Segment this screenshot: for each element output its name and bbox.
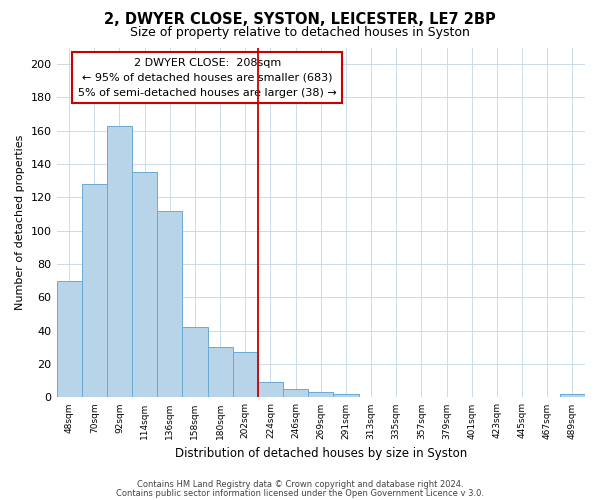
X-axis label: Distribution of detached houses by size in Syston: Distribution of detached houses by size … (175, 447, 467, 460)
Bar (56, 281, 82, 398)
Text: Size of property relative to detached houses in Syston: Size of property relative to detached ho… (130, 26, 470, 39)
Bar (233, 352, 258, 398)
Bar (82, 184, 107, 398)
Bar (132, 172, 157, 398)
Bar (208, 348, 233, 398)
Bar (258, 382, 283, 398)
Bar (157, 211, 182, 398)
Bar (308, 392, 334, 398)
Text: 2, DWYER CLOSE, SYSTON, LEICESTER, LE7 2BP: 2, DWYER CLOSE, SYSTON, LEICESTER, LE7 2… (104, 12, 496, 28)
Text: Contains HM Land Registry data © Crown copyright and database right 2024.: Contains HM Land Registry data © Crown c… (137, 480, 463, 489)
Y-axis label: Number of detached properties: Number of detached properties (15, 135, 25, 310)
Bar (560, 394, 585, 398)
Bar (283, 389, 308, 398)
Text: Contains public sector information licensed under the Open Government Licence v : Contains public sector information licen… (116, 488, 484, 498)
Bar (182, 328, 208, 398)
Bar (107, 126, 132, 398)
Bar (334, 394, 359, 398)
Text: 2 DWYER CLOSE:  208sqm
← 95% of detached houses are smaller (683)
5% of semi-det: 2 DWYER CLOSE: 208sqm ← 95% of detached … (78, 58, 337, 98)
